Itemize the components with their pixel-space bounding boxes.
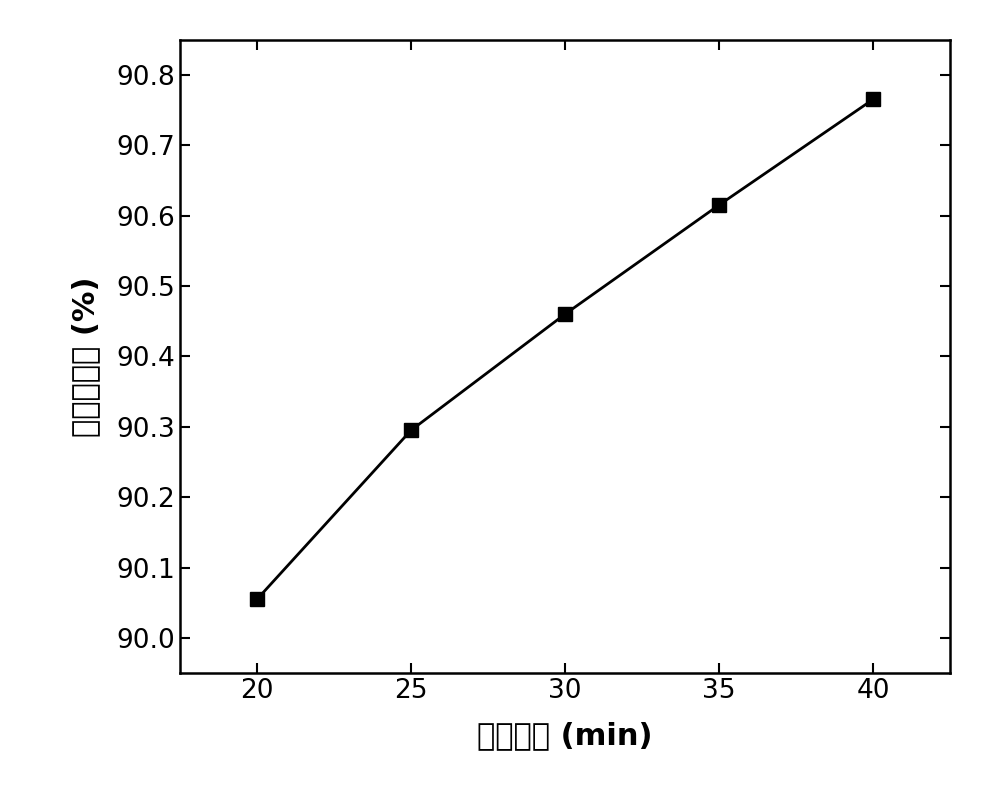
X-axis label: 放电时间 (min): 放电时间 (min): [477, 721, 653, 750]
Y-axis label: 杂质去除率 (%): 杂质去除率 (%): [71, 276, 100, 436]
